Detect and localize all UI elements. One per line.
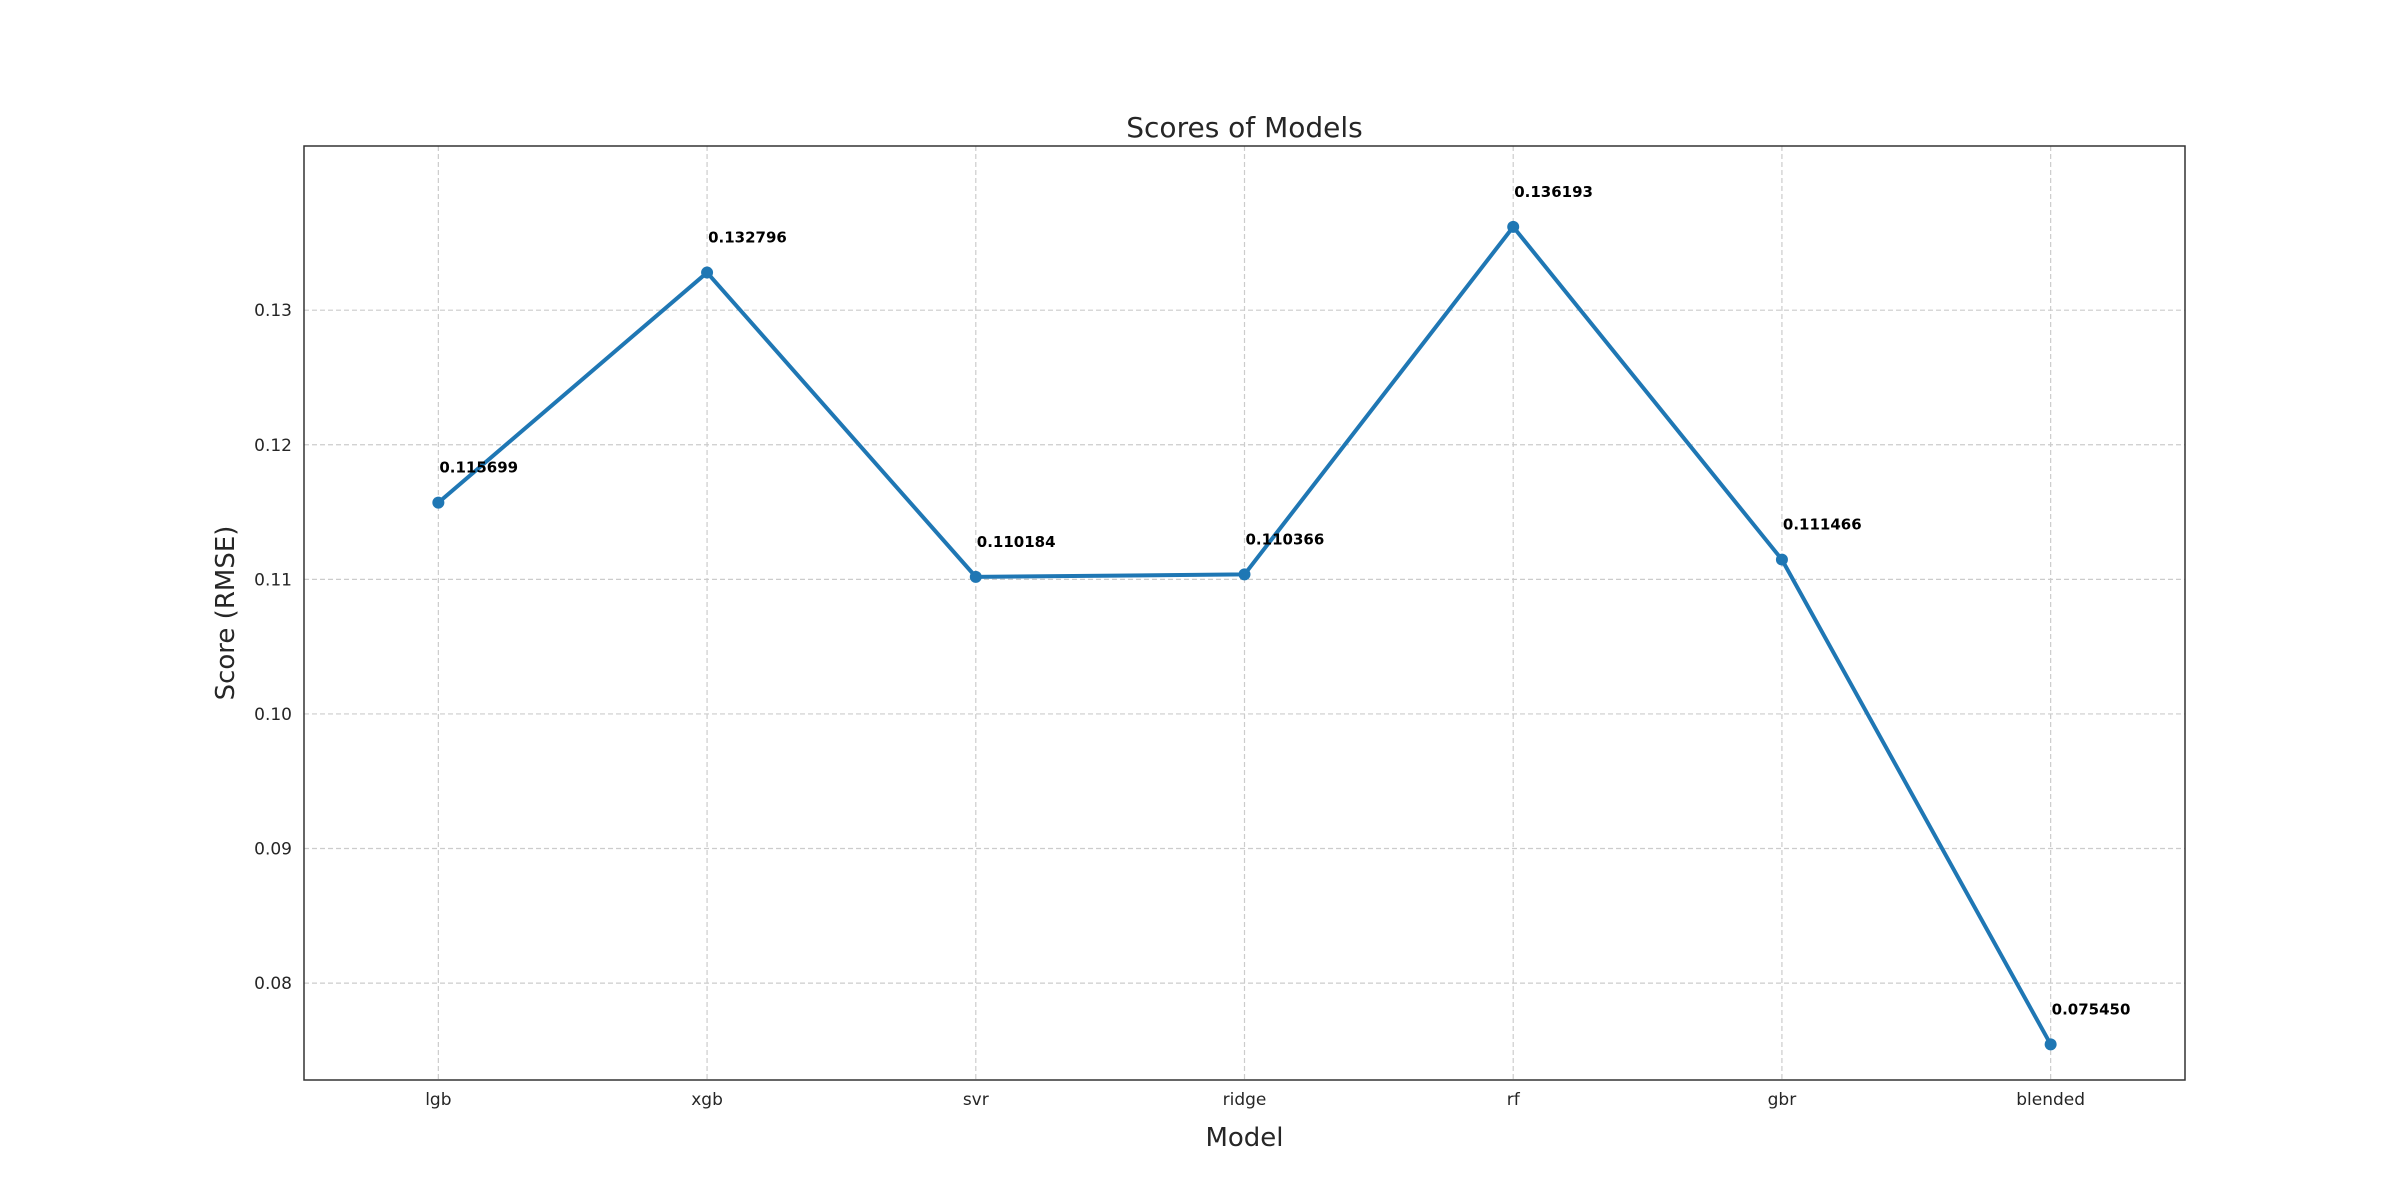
data-label: 0.136193 (1514, 183, 1593, 201)
data-label: 0.115699 (439, 459, 518, 477)
grid-lines (304, 146, 2185, 1080)
y-tick-label: 0.11 (254, 570, 292, 590)
x-tick-label: gbr (1768, 1090, 1797, 1110)
data-point (2044, 1038, 2057, 1051)
data-point (701, 266, 714, 279)
x-tick-label: svr (963, 1090, 989, 1110)
x-tick-label: rf (1507, 1090, 1521, 1110)
data-point (432, 496, 445, 509)
y-tick-label: 0.09 (254, 840, 292, 860)
x-axis-ticks: lgb xgb svr ridge rf gbr blended (425, 1090, 2085, 1110)
data-point (969, 570, 982, 583)
x-tick-label: blended (2016, 1090, 2085, 1110)
data-point (1238, 568, 1251, 581)
y-tick-label: 0.13 (254, 301, 292, 321)
chart-title: Scores of Models (1126, 111, 1362, 144)
x-axis-title: Model (1205, 1123, 1283, 1153)
data-label-group: 0.115699 0.132796 0.110184 0.110366 0.136193… (439, 183, 2130, 1018)
x-tick-label: lgb (425, 1090, 451, 1110)
series-group (432, 220, 2057, 1051)
plot-frame (303, 145, 2186, 1081)
x-tick-label: ridge (1223, 1090, 1267, 1110)
y-tick-label: 0.12 (254, 436, 292, 456)
data-label: 0.110184 (977, 533, 1056, 551)
data-label: 0.075450 (2052, 1000, 2131, 1018)
x-tick-label: xgb (691, 1090, 723, 1110)
data-point (1507, 220, 1520, 233)
y-axis-title: Score (RMSE) (211, 526, 241, 701)
y-tick-label: 0.08 (254, 974, 292, 994)
data-label: 0.111466 (1783, 516, 1862, 534)
data-label: 0.132796 (708, 229, 787, 247)
data-point (1775, 553, 1788, 566)
y-tick-label: 0.10 (254, 705, 292, 725)
data-label: 0.110366 (1246, 530, 1325, 548)
y-axis-ticks: 0.08 0.09 0.10 0.11 0.12 0.13 (254, 301, 292, 994)
